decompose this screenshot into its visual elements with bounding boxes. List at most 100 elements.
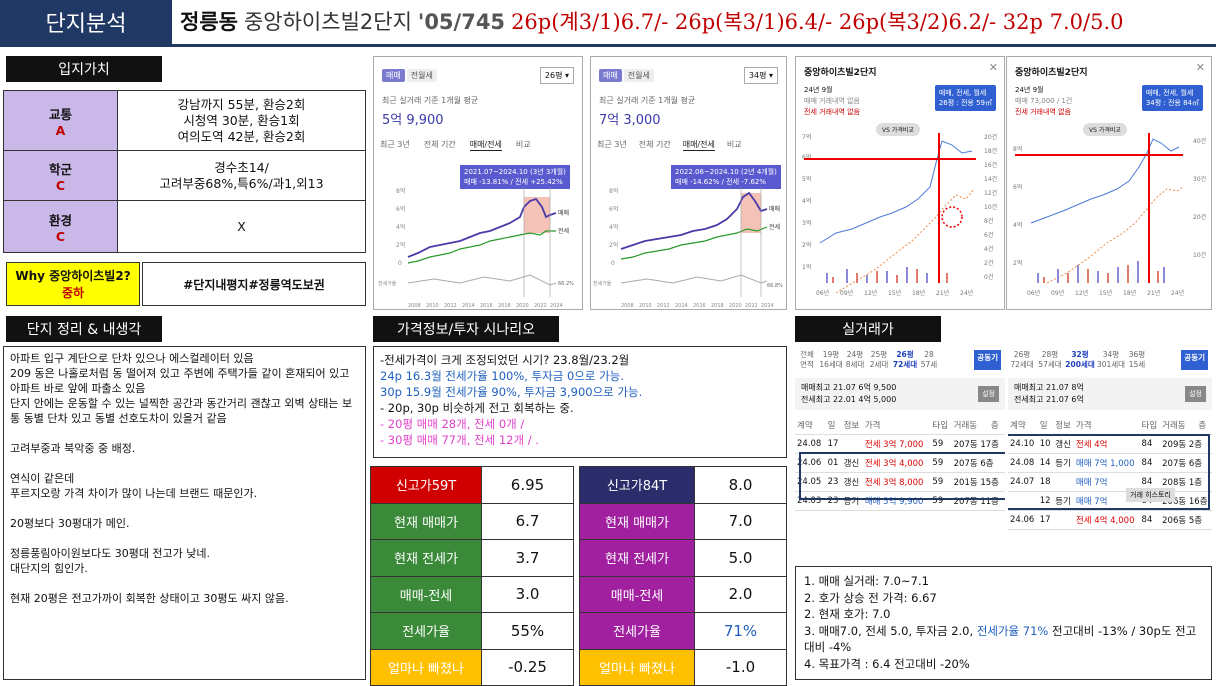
highest-prices: 매매최고 21.07 6억 9,500 전세최고 22.01 4억 5,000 설… bbox=[795, 378, 1005, 410]
period-3y[interactable]: 최근 3년 bbox=[380, 140, 410, 149]
table-row[interactable]: 24.05 23 갱신 전세 3억 8,000 59 201동 15층 bbox=[795, 472, 1005, 492]
metric-value: 55% bbox=[481, 612, 574, 650]
svg-text:8억: 8억 bbox=[1013, 145, 1022, 153]
period-sale-rent[interactable]: 매매/전세 bbox=[682, 140, 715, 151]
period-compare[interactable]: 비교 bbox=[726, 140, 742, 149]
svg-text:2억: 2억 bbox=[802, 241, 811, 249]
period-all[interactable]: 전체 기간 bbox=[423, 140, 456, 149]
new-high-value: 8.0 bbox=[694, 466, 787, 504]
deals-table: 계약 일 정보 가격 타입 거래동 층 24.10 10 갱신 전세 4억 84 209동 2층 24… bbox=[1008, 416, 1212, 530]
table-row[interactable]: 24.06 01 갱신 전세 3억 4,000 59 207동 6층 bbox=[795, 453, 1005, 473]
svg-text:18건: 18건 bbox=[984, 147, 997, 155]
tab-sale[interactable]: 매매 bbox=[599, 69, 622, 82]
metric-label: 얼마나 빠졌나 bbox=[579, 648, 695, 686]
chart-title: 중앙하이츠빌2단지 bbox=[1015, 68, 1088, 78]
tab-28[interactable]: 28평 57세대 bbox=[1038, 350, 1062, 369]
year-units: '05/745 bbox=[417, 10, 506, 34]
tab-26[interactable]: 26평 72세대 bbox=[1010, 350, 1034, 369]
svg-text:09년: 09년 bbox=[840, 289, 853, 297]
table-row[interactable]: 24.06 17 전세 4억 4,000 84 206동 5층 bbox=[1008, 510, 1212, 530]
period-all[interactable]: 전체 기간 bbox=[638, 140, 671, 149]
memo-section-title: 단지 정리 & 내생각 bbox=[6, 316, 162, 342]
settings-button[interactable]: 설정 bbox=[1185, 386, 1206, 402]
period-sale-rent[interactable]: 매매/전세 bbox=[469, 140, 502, 151]
table-row[interactable]: 24.08 17 전세 3억 7,000 59 207동 17층 bbox=[795, 434, 1005, 454]
compare-button[interactable]: VS 가격비교 bbox=[876, 123, 920, 136]
svg-text:2014: 2014 bbox=[462, 303, 475, 309]
line-chart: 8억 6억 4억 2억 0 매매 전세 전세가율 66.8% 2008 2010 2012 2… bbox=[593, 187, 783, 309]
svg-text:2억: 2억 bbox=[396, 241, 405, 249]
new-high-label: 신고가84T bbox=[579, 466, 695, 504]
tab-19[interactable]: 19평 16세대 bbox=[819, 350, 843, 369]
metric-label: 현재 전세가 bbox=[579, 539, 695, 577]
svg-text:2022: 2022 bbox=[745, 303, 758, 309]
tab-28[interactable]: 28 57세 bbox=[920, 350, 938, 369]
tab-rent[interactable]: 전월세 bbox=[623, 69, 654, 82]
scenario-section-title: 가격정보/투자 시나리오 bbox=[373, 316, 559, 342]
caption: 최근 실거래 기준 1개월 평균 bbox=[382, 96, 479, 105]
type-badge[interactable]: 매매, 전세, 월세 26평 : 전용 59㎡ bbox=[934, 85, 996, 111]
svg-text:2010: 2010 bbox=[426, 303, 439, 309]
deals-section-title: 실거래가 bbox=[795, 316, 941, 342]
why-label: Why 중앙하이츠빌2? bbox=[15, 269, 131, 283]
share-button[interactable]: 공동기 bbox=[1181, 350, 1208, 370]
svg-text:09년: 09년 bbox=[1051, 289, 1064, 297]
svg-text:매매: 매매 bbox=[769, 205, 780, 213]
table-row[interactable]: 24.10 10 갱신 전세 4억 84 209동 2층 bbox=[1008, 434, 1212, 454]
metric-label: 현재 전세가 bbox=[370, 539, 482, 577]
svg-text:전세: 전세 bbox=[769, 223, 780, 231]
location-section-title: 입지가치 bbox=[6, 56, 162, 82]
area-select[interactable]: 26평 ▾ bbox=[539, 67, 574, 84]
tab-34[interactable]: 34평 301세대 bbox=[1096, 350, 1126, 369]
svg-text:2014: 2014 bbox=[675, 303, 688, 309]
svg-text:18년: 18년 bbox=[912, 289, 925, 297]
metric-label: 전세가율 bbox=[579, 612, 695, 650]
svg-text:1억: 1억 bbox=[802, 263, 811, 271]
tab-26[interactable]: 26평 72세대 bbox=[892, 350, 918, 369]
period-compare[interactable]: 비교 bbox=[515, 140, 531, 149]
caption: 최근 실거래 기준 1개월 평균 bbox=[599, 96, 696, 105]
tab-25[interactable]: 25평 2세대 bbox=[869, 350, 889, 369]
svg-text:06년: 06년 bbox=[1027, 289, 1040, 297]
metric-value: 6.7 bbox=[481, 502, 574, 540]
settings-button[interactable]: 설정 bbox=[978, 386, 999, 402]
metric-label: 현재 매매가 bbox=[579, 502, 695, 540]
close-icon[interactable]: ✕ bbox=[1195, 61, 1205, 74]
metric-label: 현재 매매가 bbox=[370, 502, 482, 540]
tab-sale[interactable]: 매매 bbox=[382, 69, 405, 82]
metric-value: 71% bbox=[694, 612, 787, 650]
period-3y[interactable]: 최근 3년 bbox=[597, 140, 627, 149]
svg-text:2012: 2012 bbox=[444, 303, 457, 309]
svg-text:2010: 2010 bbox=[639, 303, 652, 309]
tab-24[interactable]: 24평 8세대 bbox=[845, 350, 865, 369]
svg-text:전세가율: 전세가율 bbox=[593, 280, 612, 287]
type-badge[interactable]: 매매, 전세, 월세 34평 : 전용 84㎡ bbox=[1141, 85, 1203, 111]
metric-label: 매매-전세 bbox=[370, 575, 482, 613]
metric-label: 매매-전세 bbox=[579, 575, 695, 613]
metric-label: 전세가율 bbox=[370, 612, 482, 650]
svg-text:0건: 0건 bbox=[984, 273, 993, 281]
avg-price: 5억 9,900 bbox=[382, 113, 444, 128]
svg-text:4억: 4억 bbox=[609, 223, 618, 231]
svg-text:2008: 2008 bbox=[408, 303, 421, 309]
tab-rent[interactable]: 전월세 bbox=[406, 69, 437, 82]
table-row[interactable]: 24.03 23 등기 매매 5억 9,900 59 207동 11층 bbox=[795, 491, 1005, 511]
compare-button[interactable]: VS 가격비교 bbox=[1083, 123, 1127, 136]
share-button[interactable]: 공동기 bbox=[974, 350, 1001, 370]
table-row[interactable]: 24.08 14 등기 매매 7억 1,000 84 207동 6층 bbox=[1008, 453, 1212, 473]
metric-value: 3.7 bbox=[481, 539, 574, 577]
svg-text:2024: 2024 bbox=[550, 303, 563, 309]
tab-32[interactable]: 32평 200세대 bbox=[1065, 350, 1095, 369]
close-icon[interactable]: ✕ bbox=[988, 61, 998, 74]
price-chart-34p: 매매 전월세 34평 ▾ 최근 실거래 기준 1개월 평균 7억 3,000 최… bbox=[590, 56, 787, 310]
tab-all[interactable]: 전체 면적 bbox=[800, 350, 814, 369]
svg-text:2020: 2020 bbox=[729, 303, 742, 309]
metric-value: 3.0 bbox=[481, 575, 574, 613]
tab-36[interactable]: 36평 15세 bbox=[1128, 350, 1146, 369]
new-high-label: 신고가59T bbox=[370, 466, 482, 504]
svg-text:14건: 14건 bbox=[984, 175, 997, 183]
metric-value: 7.0 bbox=[694, 502, 787, 540]
area-select[interactable]: 34평 ▾ bbox=[743, 67, 778, 84]
dong-name: 정릉동 bbox=[180, 10, 238, 34]
